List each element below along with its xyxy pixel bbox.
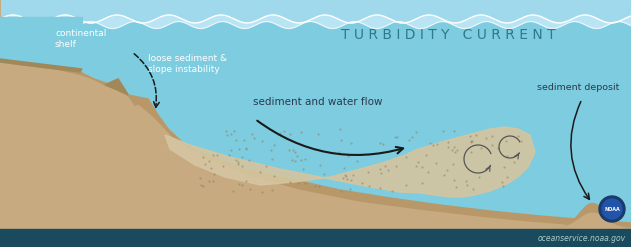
Text: NOAA: NOAA [604,206,620,211]
Text: T U R B I D I T Y   C U R R E N T: T U R B I D I T Y C U R R E N T [341,28,555,41]
Text: sediment deposit: sediment deposit [537,82,619,91]
Text: sediment and water flow: sediment and water flow [253,97,383,107]
Bar [0,229,631,247]
Text: continental
shelf: continental shelf [55,29,107,49]
Text: oceanservice.noaa.gov: oceanservice.noaa.gov [538,233,626,243]
Circle shape [599,196,625,222]
Bar [0,17,82,62]
Polygon shape [0,55,631,227]
Circle shape [602,199,622,219]
Polygon shape [165,127,535,197]
Polygon shape [105,79,128,95]
Polygon shape [118,79,148,105]
Text: loose sediment &
slope instability: loose sediment & slope instability [148,54,227,74]
Polygon shape [0,59,82,72]
